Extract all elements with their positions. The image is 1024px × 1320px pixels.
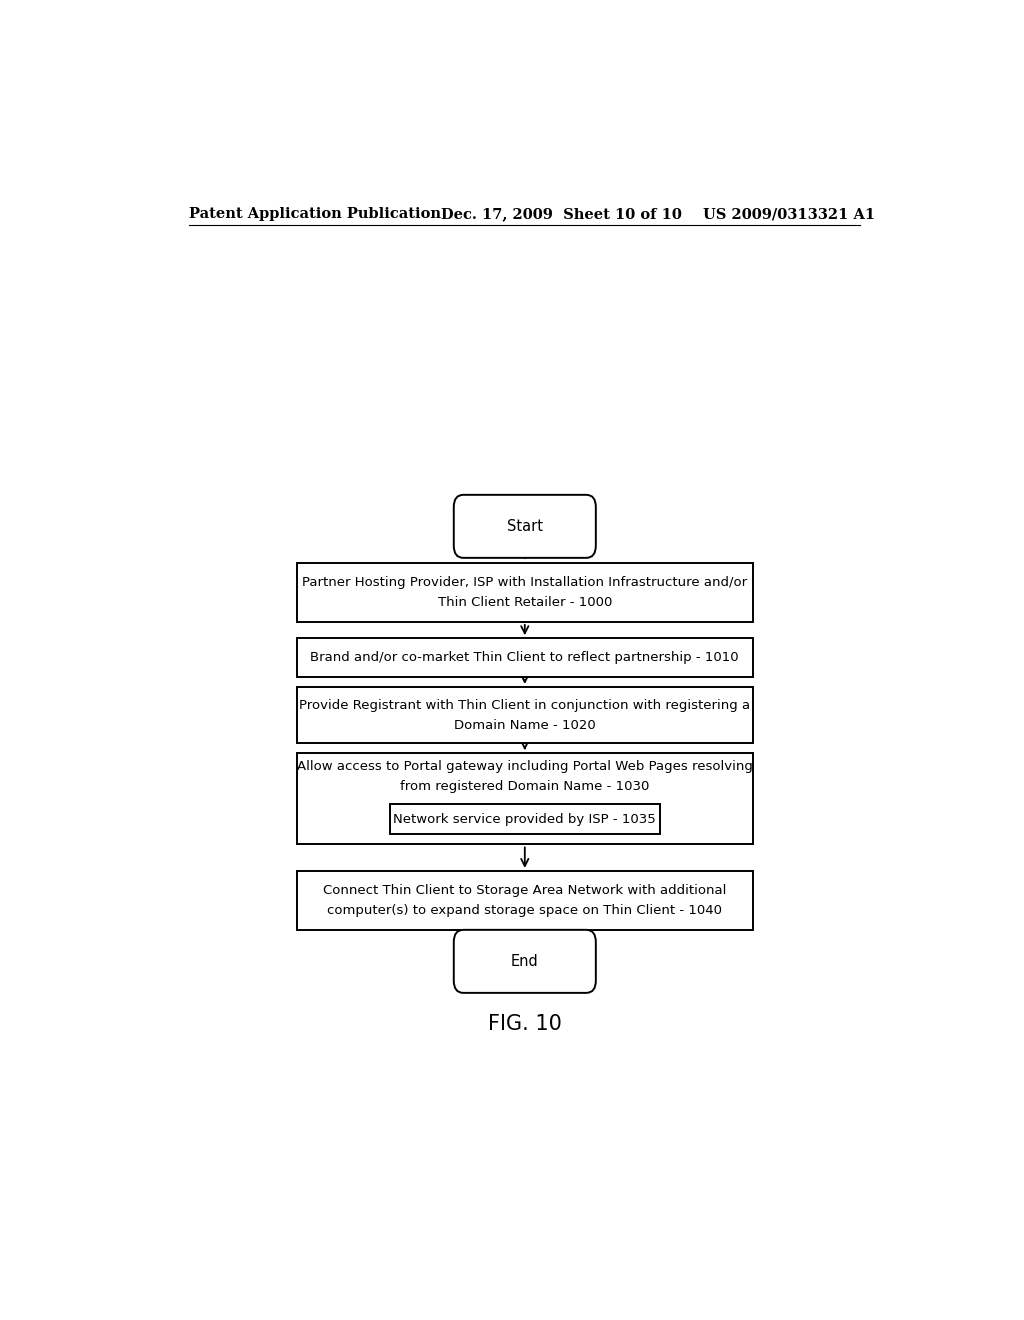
Bar <box>297 752 753 845</box>
Text: Provide Registrant with Thin Client in conjunction with registering a: Provide Registrant with Thin Client in c… <box>299 700 751 713</box>
Bar <box>297 871 753 929</box>
Text: Network service provided by ISP - 1035: Network service provided by ISP - 1035 <box>393 813 656 825</box>
Text: Start: Start <box>507 519 543 533</box>
Text: Thin Client Retailer - 1000: Thin Client Retailer - 1000 <box>437 595 612 609</box>
FancyBboxPatch shape <box>454 929 596 993</box>
Text: US 2009/0313321 A1: US 2009/0313321 A1 <box>703 207 876 222</box>
Text: Connect Thin Client to Storage Area Network with additional: Connect Thin Client to Storage Area Netw… <box>324 884 726 898</box>
FancyBboxPatch shape <box>454 495 596 558</box>
Bar <box>390 804 659 834</box>
Text: End: End <box>511 954 539 969</box>
Text: Dec. 17, 2009  Sheet 10 of 10: Dec. 17, 2009 Sheet 10 of 10 <box>441 207 682 222</box>
Bar <box>297 688 753 743</box>
Text: from registered Domain Name - 1030: from registered Domain Name - 1030 <box>400 780 649 792</box>
Text: Brand and/or co-market Thin Client to reflect partnership - 1010: Brand and/or co-market Thin Client to re… <box>310 651 739 664</box>
Text: Domain Name - 1020: Domain Name - 1020 <box>454 718 596 731</box>
Text: Patent Application Publication: Patent Application Publication <box>189 207 441 222</box>
Text: FIG. 10: FIG. 10 <box>487 1014 562 1035</box>
Text: Allow access to Portal gateway including Portal Web Pages resolving: Allow access to Portal gateway including… <box>297 760 753 774</box>
Text: Partner Hosting Provider, ISP with Installation Infrastructure and/or: Partner Hosting Provider, ISP with Insta… <box>302 577 748 589</box>
Text: computer(s) to expand storage space on Thin Client - 1040: computer(s) to expand storage space on T… <box>328 903 722 916</box>
Bar <box>297 638 753 677</box>
Bar <box>297 562 753 622</box>
